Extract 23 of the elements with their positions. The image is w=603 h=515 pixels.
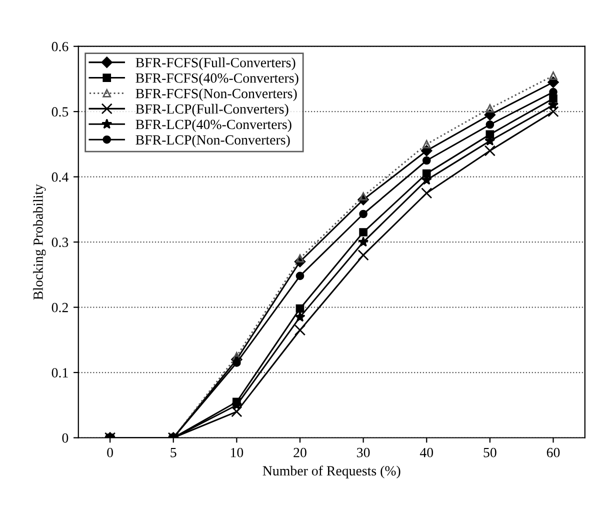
legend-label: BFR-FCFS(Full-Converters) (136, 58, 296, 70)
y-tick-label: 0.3 (52, 238, 68, 248)
legend-label: BFR-LCP(Non-Converters) (136, 134, 290, 148)
x-tick-label: 5 (170, 448, 176, 458)
y-tick-label: 0.4 (52, 172, 68, 182)
x-tick-label: 10 (230, 448, 244, 458)
x-tick-label: 30 (357, 448, 370, 458)
legend-label: BFR-LCP(40%-Converters) (136, 119, 292, 132)
x-axis-title: Number of Requests (%) (262, 466, 400, 478)
legend-label: BFR-FCFS(Non-Converters) (136, 88, 297, 102)
y-axis-title: Blocking Probability (33, 184, 46, 300)
y-tick-label: 0 (62, 433, 68, 443)
x-tick-label: 50 (484, 448, 496, 458)
y-tick-label: 0.2 (52, 302, 68, 312)
x-tick-label: 60 (546, 448, 560, 458)
x-tick-label: 0 (107, 448, 113, 458)
x-tick-label: 40 (420, 448, 434, 458)
x-tick-label: 20 (294, 448, 306, 458)
legend-label: BFR-LCP(Full-Converters) (136, 104, 288, 117)
legend-label: BFR-FCFS(40%-Converters) (136, 73, 298, 86)
y-tick-label: 0.1 (52, 368, 68, 378)
y-tick-label: 0.6 (52, 42, 68, 52)
y-tick-label: 0.5 (52, 107, 68, 117)
